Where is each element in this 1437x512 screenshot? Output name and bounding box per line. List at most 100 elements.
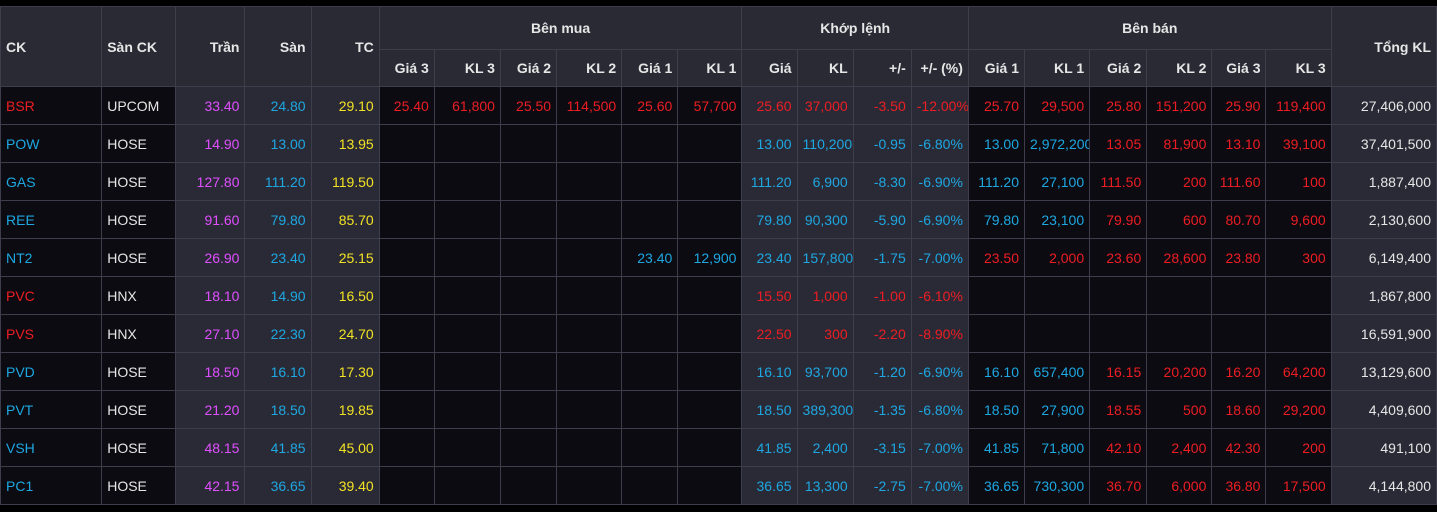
ticker-symbol[interactable]: GAS	[0, 162, 103, 201]
buy-cell-2[interactable]	[433, 238, 501, 277]
buy-col-header-5[interactable]: Giá 1	[621, 49, 679, 87]
buy-cell-5[interactable]	[621, 200, 679, 239]
sell-cell-4[interactable]: 20,200	[1146, 352, 1213, 391]
buy-cell-6[interactable]: 12,900	[677, 238, 743, 277]
buy-cell-2[interactable]	[433, 390, 501, 429]
match-col-header-4[interactable]: +/- (%)	[910, 49, 969, 87]
sell-cell-1[interactable]: 23.50	[967, 238, 1026, 277]
ticker-symbol[interactable]: VSH	[0, 428, 103, 467]
sell-cell-5[interactable]: 23.80	[1211, 238, 1267, 277]
sell-cell-1[interactable]: 111.20	[967, 162, 1026, 201]
buy-cell-2[interactable]: 61,800	[433, 86, 501, 125]
sell-cell-3[interactable]: 18.55	[1089, 390, 1148, 429]
sell-cell-2[interactable]: 27,900	[1024, 390, 1091, 429]
sell-cell-6[interactable]: 200	[1265, 428, 1332, 467]
sell-cell-3[interactable]: 23.60	[1089, 238, 1148, 277]
table-row[interactable]: NT2 HOSE 26.90 23.40 25.15 23.40 12,900 23.40 15…	[0, 238, 1437, 277]
buy-cell-4[interactable]	[556, 428, 623, 467]
sell-cell-1[interactable]: 36.65	[967, 466, 1026, 505]
buy-cell-6[interactable]	[677, 466, 743, 505]
buy-cell-6[interactable]	[677, 428, 743, 467]
sell-cell-5[interactable]: 18.60	[1211, 390, 1267, 429]
buy-cell-4[interactable]: 114,500	[556, 86, 623, 125]
sell-cell-4[interactable]: 28,600	[1146, 238, 1213, 277]
sell-cell-4[interactable]	[1146, 276, 1213, 315]
buy-col-header-1[interactable]: Giá 3	[378, 49, 435, 87]
sell-cell-3[interactable]: 25.80	[1089, 86, 1148, 125]
buy-cell-4[interactable]	[556, 352, 623, 391]
buy-cell-6[interactable]: 57,700	[677, 86, 743, 125]
table-row[interactable]: PVS HNX 27.10 22.30 24.70 22.50 300 -2.20 -8.90%…	[0, 314, 1437, 353]
sell-cell-1[interactable]: 41.85	[967, 428, 1026, 467]
sell-cell-1[interactable]: 16.10	[967, 352, 1026, 391]
ticker-symbol[interactable]: REE	[0, 200, 103, 239]
sell-cell-4[interactable]: 200	[1146, 162, 1213, 201]
buy-cell-6[interactable]	[677, 162, 743, 201]
buy-cell-5[interactable]	[621, 162, 679, 201]
match-col-header-2[interactable]: KL	[796, 49, 854, 87]
table-row[interactable]: REE HOSE 91.60 79.80 85.70 79.80 90,300 -5.90 -6…	[0, 200, 1437, 239]
sell-col-header-3[interactable]: Giá 2	[1089, 49, 1148, 87]
buy-cell-2[interactable]	[433, 276, 501, 315]
sell-cell-3[interactable]	[1089, 276, 1148, 315]
sell-cell-1[interactable]	[967, 276, 1026, 315]
sell-cell-2[interactable]: 71,800	[1024, 428, 1091, 467]
buy-cell-5[interactable]	[621, 428, 679, 467]
ticker-symbol[interactable]: PVC	[0, 276, 103, 315]
buy-cell-6[interactable]	[677, 390, 743, 429]
buy-cell-2[interactable]	[433, 466, 501, 505]
col-header-san-ck[interactable]: Sàn CK	[101, 6, 177, 87]
sell-cell-1[interactable]: 13.00	[967, 124, 1026, 163]
sell-cell-3[interactable]: 13.05	[1089, 124, 1148, 163]
buy-cell-4[interactable]	[556, 200, 623, 239]
sell-cell-6[interactable]	[1265, 314, 1332, 353]
sell-cell-6[interactable]: 100	[1265, 162, 1332, 201]
buy-cell-3[interactable]	[499, 352, 558, 391]
buy-cell-4[interactable]	[556, 390, 623, 429]
buy-cell-1[interactable]	[378, 466, 435, 505]
sell-cell-6[interactable]: 29,200	[1265, 390, 1332, 429]
buy-cell-2[interactable]	[433, 314, 501, 353]
sell-cell-6[interactable]: 17,500	[1265, 466, 1332, 505]
sell-col-header-5[interactable]: Giá 3	[1211, 49, 1267, 87]
sell-cell-5[interactable]: 36.80	[1211, 466, 1267, 505]
sell-cell-6[interactable]: 9,600	[1265, 200, 1332, 239]
ticker-symbol[interactable]: PVS	[0, 314, 103, 353]
buy-cell-6[interactable]	[677, 200, 743, 239]
buy-cell-3[interactable]	[499, 200, 558, 239]
sell-cell-4[interactable]: 600	[1146, 200, 1213, 239]
sell-cell-5[interactable]: 25.90	[1211, 86, 1267, 125]
buy-cell-3[interactable]	[499, 162, 558, 201]
sell-cell-2[interactable]: 27,100	[1024, 162, 1091, 201]
ticker-symbol[interactable]: BSR	[0, 86, 103, 125]
buy-cell-5[interactable]	[621, 124, 679, 163]
buy-cell-1[interactable]	[378, 428, 435, 467]
buy-cell-4[interactable]	[556, 276, 623, 315]
buy-cell-5[interactable]	[621, 314, 679, 353]
sell-cell-1[interactable]: 25.70	[967, 86, 1026, 125]
buy-cell-6[interactable]	[677, 314, 743, 353]
sell-cell-3[interactable]: 79.90	[1089, 200, 1148, 239]
buy-cell-5[interactable]	[621, 352, 679, 391]
buy-cell-6[interactable]	[677, 352, 743, 391]
sell-cell-5[interactable]: 111.60	[1211, 162, 1267, 201]
buy-cell-3[interactable]	[499, 238, 558, 277]
sell-cell-1[interactable]: 79.80	[967, 200, 1026, 239]
sell-cell-2[interactable]: 730,300	[1024, 466, 1091, 505]
sell-cell-4[interactable]: 2,400	[1146, 428, 1213, 467]
table-row[interactable]: POW HOSE 14.90 13.00 13.95 13.00 110,200 -0.95-…	[0, 124, 1437, 163]
buy-cell-2[interactable]	[433, 200, 501, 239]
ticker-symbol[interactable]: PC1	[0, 466, 103, 505]
sell-cell-5[interactable]: 42.30	[1211, 428, 1267, 467]
buy-cell-5[interactable]	[621, 276, 679, 315]
buy-cell-5[interactable]: 23.40	[621, 238, 679, 277]
sell-col-header-6[interactable]: KL 3	[1265, 49, 1332, 87]
sell-cell-3[interactable]	[1089, 314, 1148, 353]
sell-cell-5[interactable]	[1211, 314, 1267, 353]
buy-cell-6[interactable]	[677, 276, 743, 315]
buy-cell-1[interactable]	[378, 390, 435, 429]
buy-col-header-3[interactable]: Giá 2	[499, 49, 558, 87]
buy-cell-4[interactable]	[556, 124, 623, 163]
sell-col-header-2[interactable]: KL 1	[1024, 49, 1091, 87]
buy-cell-3[interactable]	[499, 314, 558, 353]
